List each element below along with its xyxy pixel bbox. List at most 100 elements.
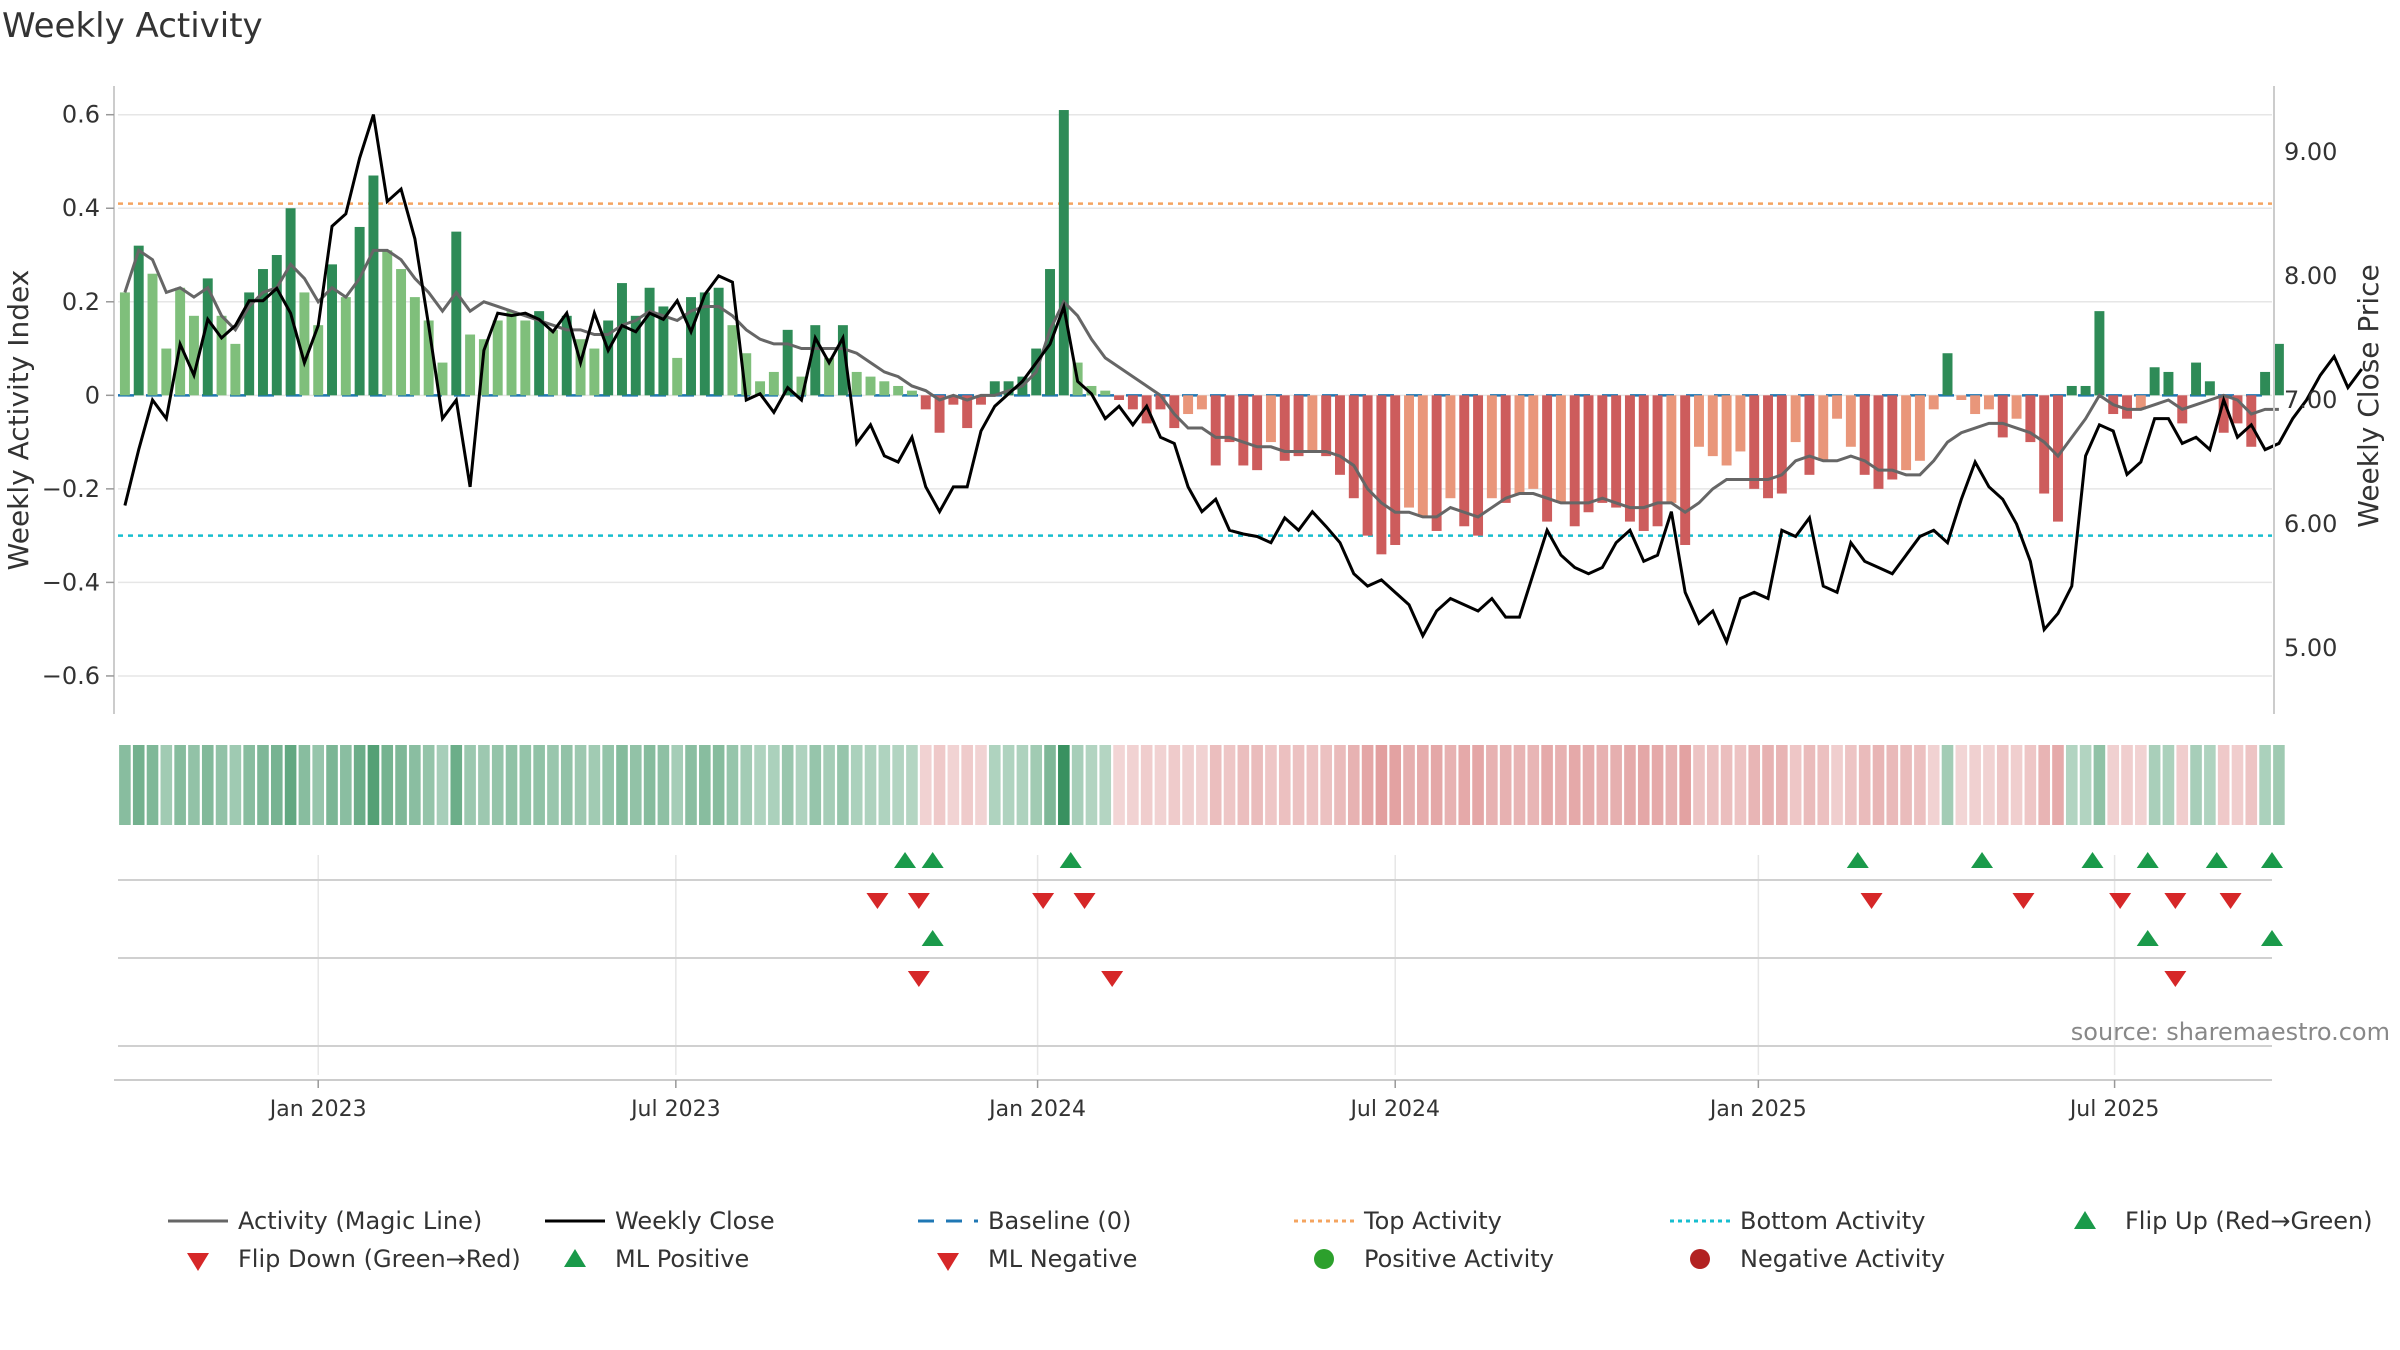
bar-negative bbox=[1776, 395, 1787, 494]
bar-positive bbox=[465, 334, 476, 396]
bar-positive bbox=[2080, 385, 2091, 396]
legend-label: Bottom Activity bbox=[1740, 1207, 1926, 1235]
heat-cell bbox=[1058, 745, 1070, 825]
bar-positive bbox=[851, 371, 862, 396]
ml-positive-marker bbox=[2261, 930, 2283, 946]
heat-cell bbox=[1996, 745, 2009, 825]
bar-positive bbox=[699, 292, 710, 396]
heat-cell bbox=[284, 745, 297, 825]
flip-down-marker bbox=[2012, 893, 2035, 909]
heat-cell bbox=[1706, 745, 1719, 825]
bar-negative bbox=[1500, 395, 1511, 503]
bar-positive bbox=[824, 357, 835, 396]
heat-cell bbox=[933, 745, 946, 825]
heat-cell bbox=[2121, 745, 2133, 825]
bar-negative bbox=[1307, 395, 1318, 452]
bar-negative bbox=[1735, 395, 1746, 452]
heat-cell bbox=[1596, 745, 1609, 825]
heat-cell bbox=[2259, 745, 2271, 825]
heat-cell bbox=[1651, 745, 1664, 825]
heat-cell bbox=[2065, 745, 2078, 825]
heat-cell bbox=[340, 745, 352, 825]
ml-positive-marker bbox=[921, 930, 944, 946]
bar-negative bbox=[1694, 395, 1704, 447]
legend-label: Flip Down (Green→Red) bbox=[238, 1245, 521, 1273]
bar-positive bbox=[547, 329, 558, 396]
bar-positive bbox=[644, 287, 655, 396]
bar-positive bbox=[299, 292, 310, 396]
bar-positive bbox=[741, 353, 752, 396]
heat-cell bbox=[657, 745, 670, 825]
heat-cell bbox=[1223, 745, 1236, 825]
activity-bars bbox=[119, 110, 2284, 555]
heat-cell bbox=[1582, 745, 1595, 825]
bar-negative bbox=[1818, 395, 1829, 461]
y-tick-label: 0.4 bbox=[62, 194, 100, 222]
heat-cell bbox=[712, 745, 725, 825]
legend: Activity (Magic Line) Weekly Close Basel… bbox=[0, 1205, 2400, 1285]
legend-baseline-icon bbox=[918, 1219, 978, 1223]
flip-up-marker bbox=[2136, 852, 2159, 868]
legend-label: Weekly Close bbox=[615, 1207, 775, 1235]
heat-cell bbox=[326, 745, 338, 825]
heat-cell bbox=[685, 745, 697, 825]
legend-bottom-line-icon bbox=[1670, 1219, 1730, 1223]
bar-positive bbox=[313, 325, 324, 396]
heat-cell bbox=[671, 745, 684, 825]
heat-cell bbox=[1900, 745, 1912, 825]
bar-negative bbox=[2025, 395, 2036, 443]
heat-cell bbox=[1458, 745, 1471, 825]
heat-cell bbox=[312, 745, 325, 825]
bar-negative bbox=[1238, 395, 1249, 466]
heat-cell bbox=[1403, 745, 1415, 825]
heat-cell bbox=[1113, 745, 1125, 825]
bar-negative bbox=[2122, 395, 2132, 419]
bar-negative bbox=[1997, 395, 2008, 438]
bar-negative bbox=[1652, 395, 1663, 527]
bar-negative bbox=[1376, 395, 1387, 555]
bar-negative bbox=[1404, 395, 1414, 508]
activity-heat-strip bbox=[119, 745, 2285, 825]
heat-cell bbox=[878, 745, 891, 825]
heat-cell bbox=[1817, 745, 1830, 825]
heat-cell bbox=[1168, 745, 1181, 825]
heat-cell bbox=[1941, 745, 1954, 825]
heat-cell bbox=[2148, 745, 2161, 825]
bar-negative bbox=[1970, 395, 1981, 415]
bar-negative bbox=[1859, 395, 1870, 475]
heat-cell bbox=[726, 745, 739, 825]
y-tick-label: 0.2 bbox=[62, 288, 100, 316]
heat-cell bbox=[257, 745, 269, 825]
bar-positive bbox=[244, 292, 255, 396]
heat-cell bbox=[768, 745, 780, 825]
heat-cell bbox=[160, 745, 173, 825]
heat-cell bbox=[1803, 745, 1816, 825]
heat-cell bbox=[533, 745, 545, 825]
heat-cell bbox=[243, 745, 255, 825]
bar-positive bbox=[768, 371, 779, 396]
bar-negative bbox=[1183, 395, 1194, 415]
heat-cell bbox=[1637, 745, 1650, 825]
bar-negative bbox=[1914, 395, 1925, 461]
source-credit: source: sharemaestro.com bbox=[2070, 1018, 2390, 1046]
heat-cell bbox=[740, 745, 753, 825]
bar-positive bbox=[1058, 110, 1069, 396]
bar-positive bbox=[202, 278, 213, 396]
heat-cell bbox=[1831, 745, 1843, 825]
y-axis-right: 9.00 8.00 7.00 6.00 5.00 Weekly Close Price bbox=[2273, 86, 2385, 714]
bar-positive bbox=[796, 376, 807, 396]
heat-cell bbox=[1182, 745, 1194, 825]
bar-positive bbox=[906, 390, 917, 396]
bar-positive bbox=[2191, 362, 2202, 396]
heat-cell bbox=[1030, 745, 1043, 825]
heat-cell bbox=[1154, 745, 1167, 825]
y2-axis-title: Weekly Close Price bbox=[2352, 264, 2385, 527]
legend-label: Positive Activity bbox=[1364, 1245, 1554, 1273]
bar-positive bbox=[755, 381, 766, 396]
flip-down-marker bbox=[1032, 893, 1055, 909]
bar-negative bbox=[1486, 395, 1497, 499]
bar-positive bbox=[133, 245, 144, 396]
ml-positive-marker bbox=[2136, 930, 2159, 946]
heat-cell bbox=[1237, 745, 1250, 825]
heat-cell bbox=[2217, 745, 2230, 825]
